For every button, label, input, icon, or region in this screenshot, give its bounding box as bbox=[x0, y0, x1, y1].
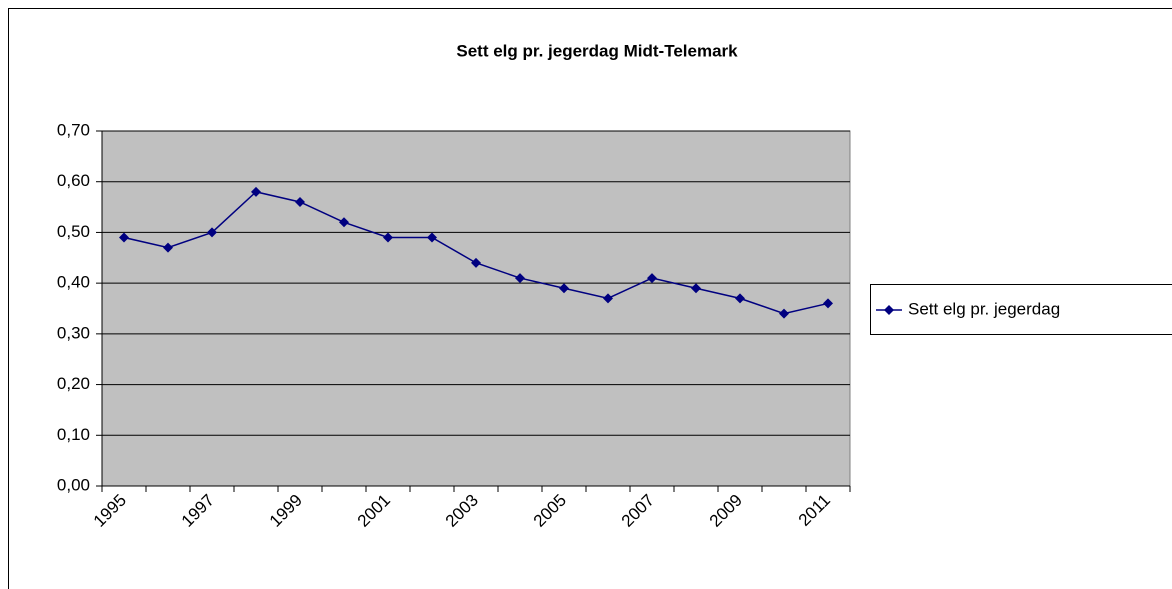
y-tick-label: 0,70 bbox=[57, 120, 90, 139]
data-point bbox=[823, 298, 833, 309]
y-tick-label: 0,50 bbox=[57, 222, 90, 241]
y-tick-label: 0,40 bbox=[57, 273, 90, 292]
data-point bbox=[691, 283, 701, 294]
data-point bbox=[339, 217, 349, 228]
legend-label: Sett elg pr. jegerdag bbox=[908, 299, 1060, 318]
data-point bbox=[119, 232, 129, 243]
data-point bbox=[207, 227, 217, 238]
chart-title: Sett elg pr. jegerdag Midt-Telemark bbox=[456, 41, 738, 60]
data-point bbox=[251, 186, 261, 197]
data-point bbox=[647, 273, 657, 284]
y-tick-label: 0,60 bbox=[57, 171, 90, 190]
data-point bbox=[383, 232, 393, 243]
y-tick-label: 0,10 bbox=[57, 425, 90, 444]
y-tick-label: 0,30 bbox=[57, 323, 90, 342]
data-point bbox=[735, 293, 745, 304]
data-point bbox=[515, 273, 525, 284]
data-point bbox=[559, 283, 569, 294]
data-point bbox=[603, 293, 613, 304]
legend-box bbox=[870, 284, 1172, 335]
data-point bbox=[427, 232, 437, 243]
data-point bbox=[779, 308, 789, 319]
legend-marker bbox=[884, 305, 894, 315]
plot-area bbox=[101, 130, 851, 487]
data-point bbox=[295, 197, 305, 207]
y-tick-label: 0,20 bbox=[57, 374, 90, 393]
data-point bbox=[163, 242, 173, 253]
data-point bbox=[471, 257, 481, 268]
y-tick-label: 0,00 bbox=[57, 475, 90, 494]
